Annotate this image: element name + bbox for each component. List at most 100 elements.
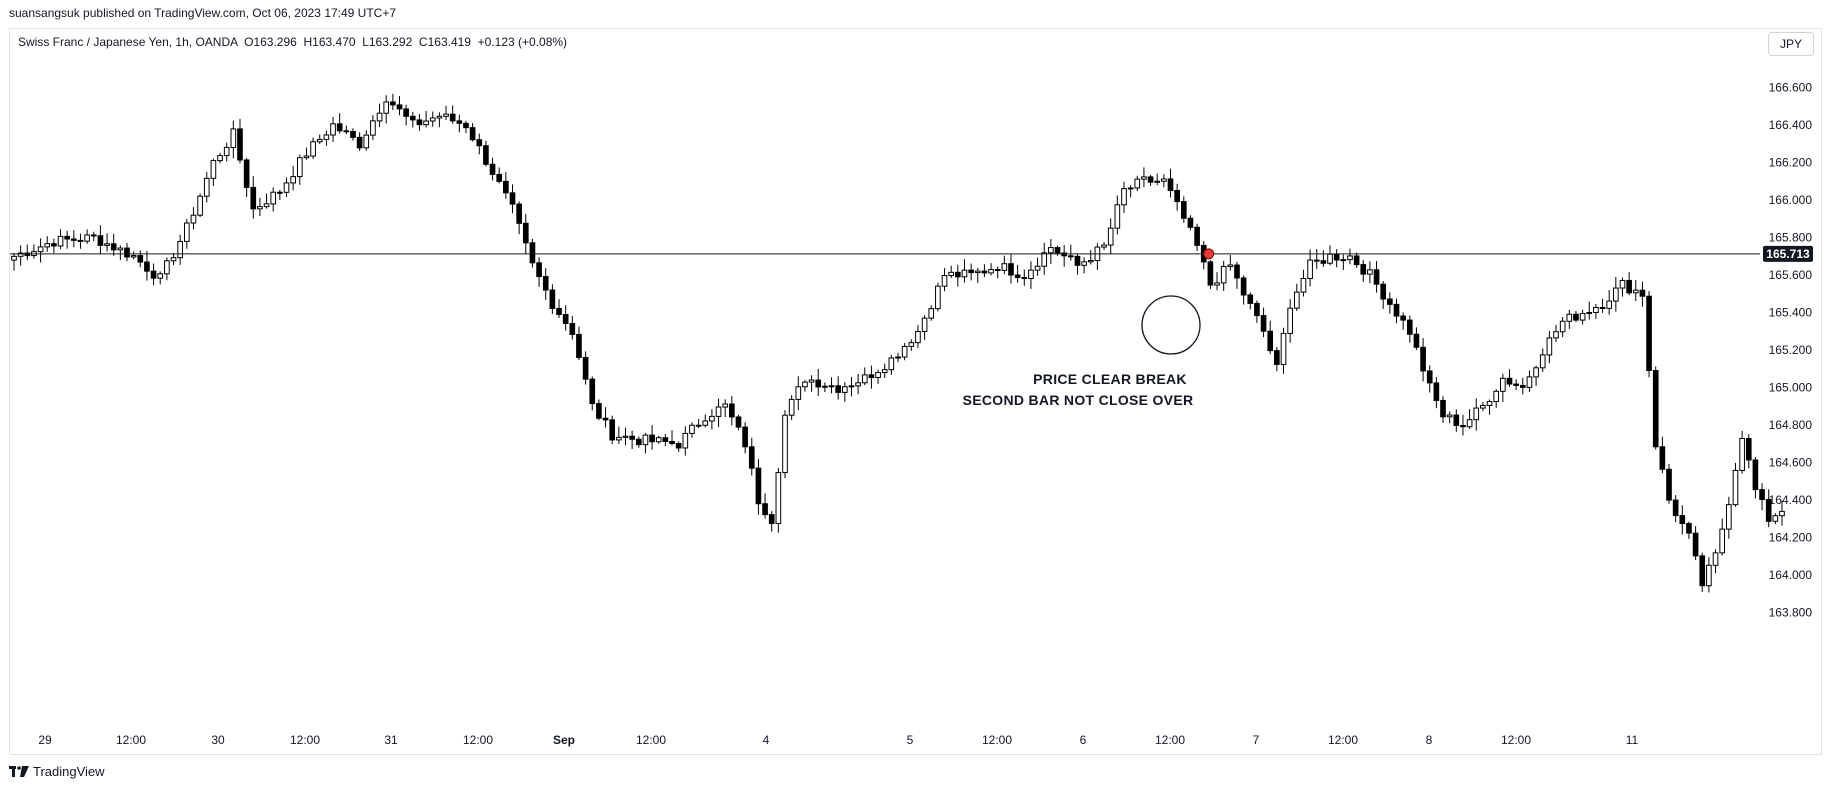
candle-down bbox=[250, 186, 257, 210]
candle-up bbox=[888, 357, 895, 371]
candle-up bbox=[1546, 337, 1553, 356]
candle-down bbox=[1174, 190, 1180, 203]
candle-down bbox=[755, 467, 762, 505]
candle-down bbox=[556, 307, 562, 315]
candle-up bbox=[443, 113, 449, 117]
candle-down bbox=[994, 269, 1001, 272]
footer-brand[interactable]: TradingView bbox=[9, 764, 105, 779]
candle-up bbox=[1114, 204, 1121, 229]
candle-up bbox=[11, 255, 17, 261]
candle-down bbox=[815, 379, 822, 388]
candle-down bbox=[695, 424, 702, 427]
candle-up bbox=[203, 177, 210, 197]
candle-up bbox=[1081, 261, 1087, 266]
candle-up bbox=[263, 203, 270, 208]
candle-up bbox=[1732, 469, 1739, 506]
candle-up bbox=[1161, 178, 1167, 182]
candle-up bbox=[848, 385, 855, 388]
candle-down bbox=[589, 378, 596, 405]
candle-up bbox=[775, 472, 782, 524]
candle-up bbox=[709, 415, 715, 422]
candle-up bbox=[782, 414, 788, 474]
candle-up bbox=[1613, 287, 1619, 302]
candle-up bbox=[1779, 510, 1785, 517]
candle-up bbox=[961, 269, 968, 278]
candle-down bbox=[51, 243, 57, 247]
candle-up bbox=[702, 420, 709, 426]
candle-down bbox=[1666, 468, 1672, 501]
y-tick-label: 164.800 bbox=[1769, 418, 1813, 432]
candle-up bbox=[257, 206, 263, 210]
candle-up bbox=[1048, 247, 1054, 254]
candle-down bbox=[1672, 499, 1679, 517]
candle-down bbox=[416, 119, 423, 126]
candle-down bbox=[1260, 315, 1267, 332]
candle-down bbox=[981, 270, 988, 274]
candle-up bbox=[1367, 269, 1373, 275]
candle-down bbox=[562, 313, 569, 324]
x-tick-label: 12:00 bbox=[463, 733, 493, 747]
candle-up bbox=[941, 275, 948, 287]
candle-down bbox=[1380, 283, 1387, 300]
candle-up bbox=[1214, 282, 1220, 286]
x-tick-label: 8 bbox=[1426, 733, 1433, 747]
candle-down bbox=[343, 130, 350, 133]
candle-down bbox=[1506, 377, 1513, 385]
candle-up bbox=[1227, 264, 1234, 268]
x-tick-label: 31 bbox=[384, 733, 398, 747]
candle-up bbox=[928, 308, 935, 319]
candle-down bbox=[110, 243, 117, 251]
candle-down bbox=[356, 136, 363, 149]
candle-down bbox=[968, 269, 974, 274]
candle-up bbox=[1280, 332, 1287, 365]
candle-down bbox=[124, 247, 130, 258]
currency-button[interactable]: JPY bbox=[1768, 32, 1814, 56]
candle-up bbox=[1719, 528, 1726, 554]
candle-up bbox=[1632, 289, 1639, 294]
candle-up bbox=[1566, 313, 1573, 322]
candle-down bbox=[1599, 306, 1606, 309]
break-marker bbox=[1203, 248, 1215, 260]
candle-up bbox=[842, 386, 848, 393]
y-tick-label: 165.200 bbox=[1769, 343, 1813, 357]
candle-up bbox=[616, 436, 622, 441]
candle-down bbox=[1247, 294, 1254, 304]
candle-up bbox=[808, 379, 815, 383]
candle-down bbox=[1333, 253, 1340, 261]
candle-down bbox=[1074, 255, 1081, 266]
y-tick-label: 166.200 bbox=[1769, 156, 1813, 170]
candle-down bbox=[735, 416, 742, 428]
x-tick-label: Sep bbox=[553, 733, 575, 747]
candle-down bbox=[336, 123, 343, 132]
candle-up bbox=[901, 345, 908, 358]
x-tick-label: 12:00 bbox=[290, 733, 320, 747]
chart-frame[interactable] bbox=[9, 28, 1822, 755]
candle-up bbox=[1706, 564, 1712, 587]
candle-down bbox=[1659, 446, 1666, 470]
candle-down bbox=[1187, 217, 1194, 228]
candle-up bbox=[376, 112, 383, 122]
candle-up bbox=[17, 252, 24, 257]
candle-up bbox=[84, 234, 90, 242]
candle-up bbox=[1327, 253, 1333, 264]
y-tick-label: 166.400 bbox=[1769, 118, 1813, 132]
candle-down bbox=[582, 356, 589, 380]
candle-down bbox=[522, 222, 529, 244]
candle-down bbox=[70, 238, 77, 241]
candle-up bbox=[1619, 279, 1626, 289]
candle-down bbox=[409, 115, 416, 121]
candle-down bbox=[669, 441, 675, 444]
candle-down bbox=[1240, 277, 1247, 296]
candle-down bbox=[1752, 459, 1759, 491]
candle-down bbox=[243, 159, 250, 188]
candle-up bbox=[177, 240, 183, 259]
candle-up bbox=[104, 243, 110, 246]
candle-down bbox=[516, 203, 522, 224]
candle-down bbox=[1008, 263, 1014, 276]
candle-up bbox=[1220, 266, 1227, 284]
candle-up bbox=[974, 270, 981, 274]
candle-up bbox=[1347, 255, 1353, 261]
candle-up bbox=[1526, 376, 1533, 388]
candle-up bbox=[1134, 178, 1141, 189]
